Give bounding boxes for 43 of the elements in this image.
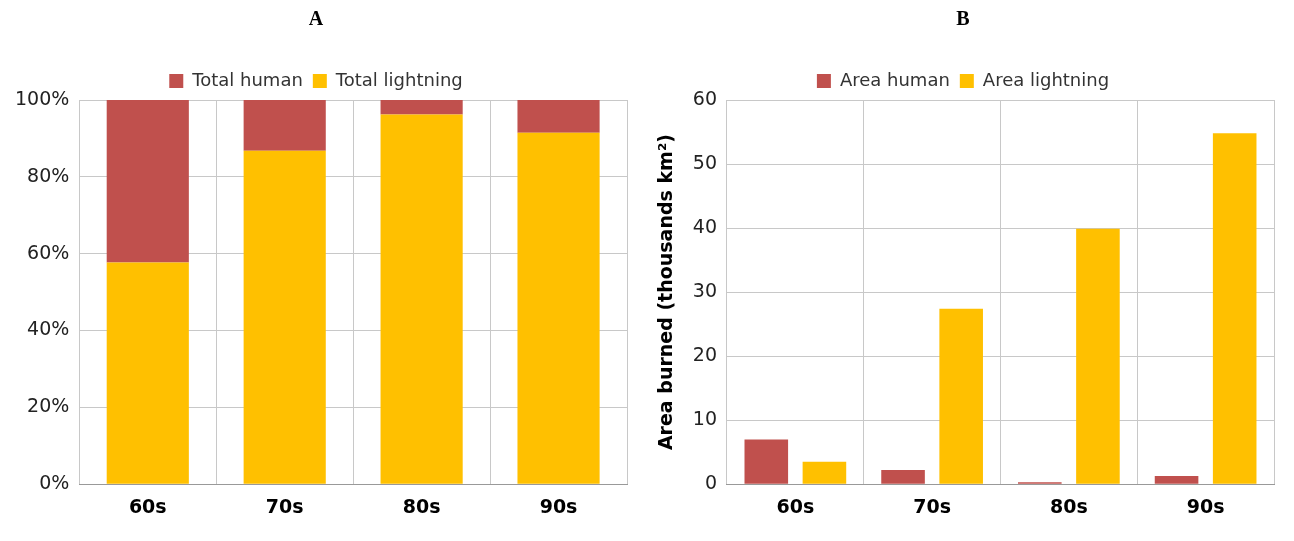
bar	[744, 439, 789, 484]
y-tick-label: 40	[692, 215, 717, 237]
y-tick-label: 50	[692, 150, 717, 173]
x-tick-label: 70s	[913, 494, 951, 517]
bar	[1154, 475, 1199, 484]
x-tick-label: 60s	[128, 494, 167, 517]
bar	[106, 262, 189, 484]
y-tick-label: 100%	[14, 86, 70, 109]
y-tick-label: 10	[692, 407, 717, 430]
bar	[881, 470, 925, 484]
y-tick-label: 40%	[27, 317, 70, 340]
x-tick-label: 90s	[539, 494, 578, 517]
x-tick-label: 80s	[402, 494, 441, 517]
chart-title: B	[956, 7, 970, 30]
y-tick-label: 60	[692, 86, 717, 109]
bar	[1076, 228, 1120, 484]
y-tick-label: 60%	[27, 240, 70, 263]
y-tick-label: 20	[692, 343, 717, 366]
y-axis-title: Area burned (thousands km²)	[654, 134, 677, 451]
bar	[380, 114, 463, 484]
x-tick-label: 70s	[265, 494, 304, 517]
legend-label: Total human	[191, 68, 303, 90]
bar	[243, 100, 326, 151]
bar	[243, 150, 326, 484]
y-tick-label: 30	[692, 279, 717, 302]
y-tick-label: 0	[704, 471, 717, 494]
y-tick-label: 80%	[27, 163, 70, 186]
legend-label: Area human	[839, 68, 950, 90]
bar	[517, 100, 600, 133]
y-tick-label: 20%	[27, 394, 70, 417]
chart-title: A	[308, 7, 324, 30]
y-tick-label: 0%	[39, 471, 70, 494]
bar	[106, 100, 189, 263]
bar	[517, 132, 600, 484]
bar	[380, 100, 463, 115]
legend-label: Total lightning	[334, 68, 463, 90]
x-tick-label: 90s	[1186, 494, 1225, 517]
x-tick-label: 60s	[776, 494, 815, 517]
bar	[802, 461, 847, 484]
bar	[1212, 133, 1257, 484]
x-tick-label: 80s	[1049, 494, 1088, 517]
bar	[939, 308, 983, 484]
legend-label: Area lightning	[982, 68, 1110, 90]
